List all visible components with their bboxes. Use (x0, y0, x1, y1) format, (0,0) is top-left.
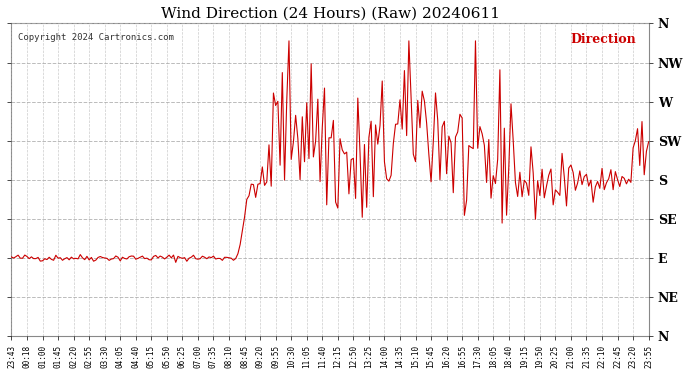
Text: Direction: Direction (570, 33, 636, 46)
Text: Copyright 2024 Cartronics.com: Copyright 2024 Cartronics.com (18, 33, 174, 42)
Title: Wind Direction (24 Hours) (Raw) 20240611: Wind Direction (24 Hours) (Raw) 20240611 (161, 7, 500, 21)
